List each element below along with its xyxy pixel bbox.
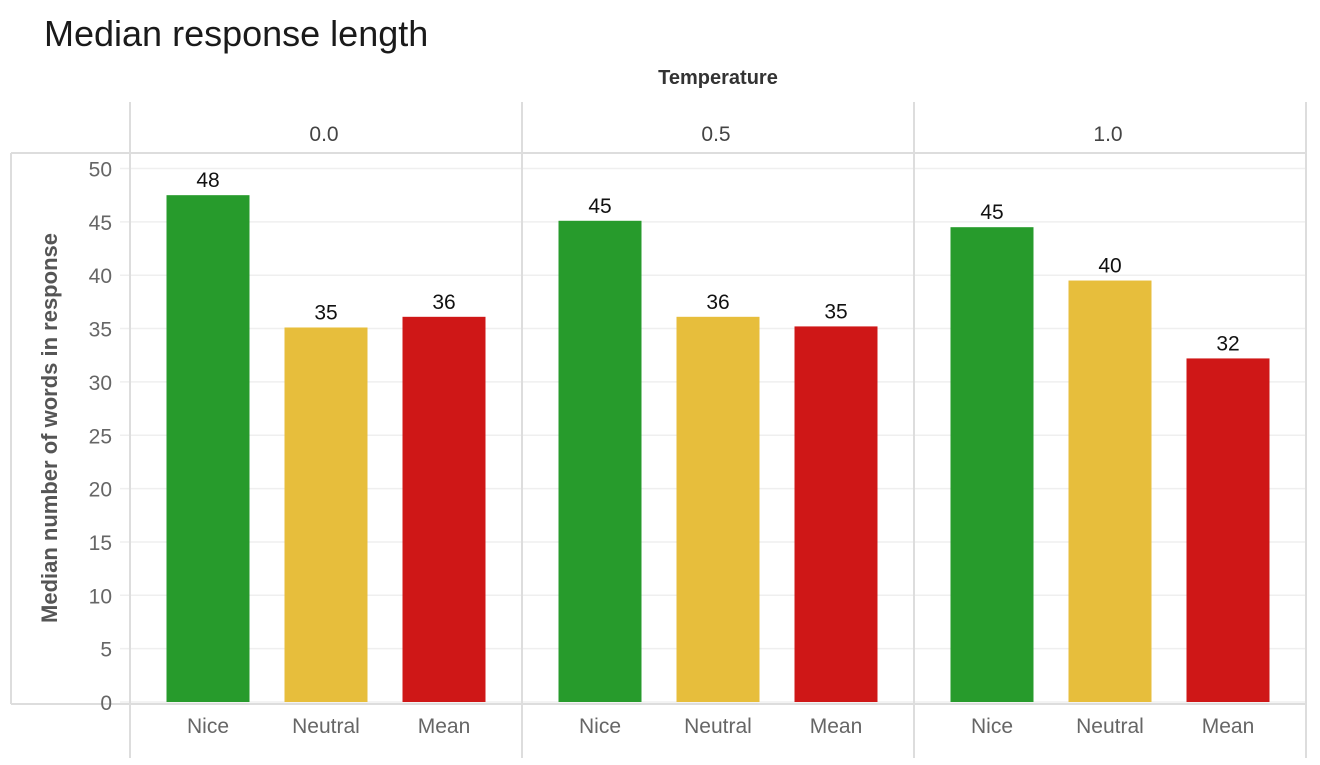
y-tick-label: 45: [89, 212, 112, 235]
y-tick-label: 0: [100, 692, 112, 715]
plot-layer: 0 5 10 15 20 25 30 35 40 45 50 0.0 48 Nice 35 Neutral 36…: [10, 102, 1307, 758]
x-tick-label: Nice: [579, 715, 621, 738]
chart-title: Median response length: [44, 13, 428, 54]
bar: [166, 195, 250, 703]
x-tick-label: Neutral: [1076, 715, 1144, 738]
x-tick-label: Neutral: [292, 715, 360, 738]
facet-axis-label: Temperature: [658, 67, 778, 89]
bar-data-label: 32: [1216, 332, 1239, 355]
x-tick-label: Neutral: [684, 715, 752, 738]
y-tick-label: 20: [89, 479, 112, 502]
y-axis-label: Median number of words in response: [37, 233, 62, 623]
facet-strip-label: 1.0: [1093, 123, 1122, 146]
y-tick-label: 15: [89, 532, 112, 555]
x-tick-label: Mean: [1202, 715, 1255, 738]
y-tick-label: 30: [89, 372, 112, 395]
bar-data-label: 36: [432, 291, 455, 314]
x-tick-label: Mean: [418, 715, 471, 738]
bar: [284, 327, 368, 702]
x-tick-label: Nice: [971, 715, 1013, 738]
bar: [558, 220, 642, 702]
bar-data-label: 36: [706, 291, 729, 314]
facet-strip-label: 0.5: [701, 123, 730, 146]
bar-data-label: 35: [314, 301, 337, 324]
bar: [676, 316, 760, 702]
facet-strip-label: 0.0: [309, 123, 338, 146]
y-tick-label: 50: [89, 159, 112, 182]
bar: [1068, 280, 1152, 702]
bar: [402, 316, 486, 702]
bar: [1186, 358, 1270, 702]
bar-data-label: 45: [588, 195, 611, 218]
bar-data-label: 48: [196, 169, 219, 192]
y-tick-label: 35: [89, 319, 112, 342]
bar: [794, 326, 878, 702]
bar-data-label: 45: [980, 201, 1003, 224]
y-tick-label: 5: [100, 639, 112, 662]
bar-data-label: 35: [824, 300, 847, 323]
y-tick-label: 10: [89, 585, 112, 608]
x-tick-label: Mean: [810, 715, 863, 738]
x-tick-label: Nice: [187, 715, 229, 738]
bar-data-label: 40: [1098, 255, 1121, 278]
y-tick-label: 25: [89, 425, 112, 448]
bar: [950, 227, 1034, 702]
y-tick-label: 40: [89, 265, 112, 288]
